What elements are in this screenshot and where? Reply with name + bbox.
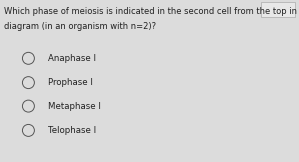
Text: diagram (in an organism with n=2)?: diagram (in an organism with n=2)? <box>4 22 156 31</box>
Text: Telophase I: Telophase I <box>48 126 96 135</box>
Text: Anaphase I: Anaphase I <box>48 54 96 63</box>
Text: Prophase I: Prophase I <box>48 78 93 87</box>
Text: Metaphase I: Metaphase I <box>48 102 101 111</box>
Text: Which phase of meiosis is indicated in the second cell from the top in this: Which phase of meiosis is indicated in t… <box>4 7 299 16</box>
FancyBboxPatch shape <box>261 2 295 17</box>
